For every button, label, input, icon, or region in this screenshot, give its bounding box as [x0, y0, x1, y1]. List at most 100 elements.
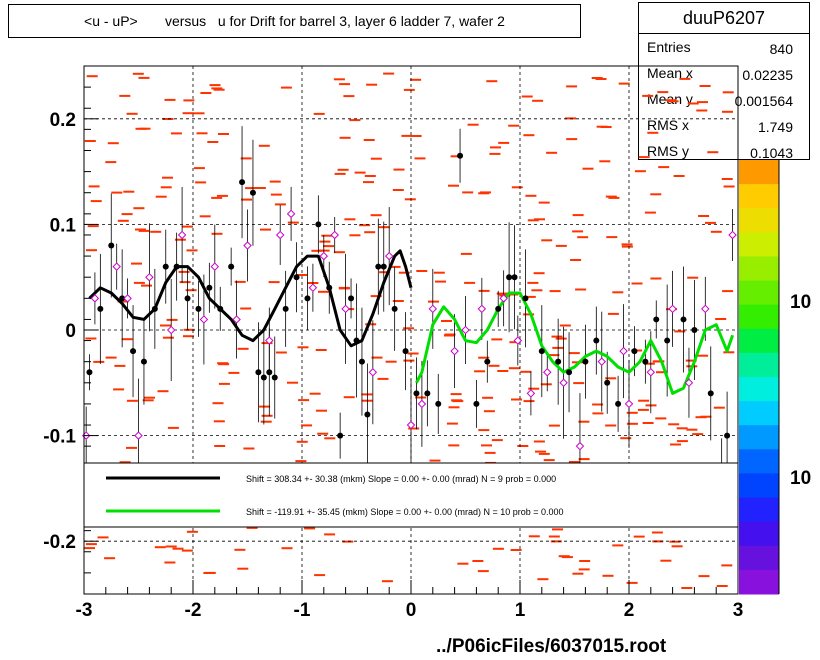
background-cell [234, 548, 246, 551]
background-cell [318, 290, 329, 293]
background-cell [185, 289, 197, 292]
background-cell [538, 452, 550, 455]
data-point-open [134, 431, 143, 440]
background-cell [517, 445, 529, 447]
background-cell [722, 110, 733, 113]
color-palette [739, 160, 780, 595]
background-cell [339, 136, 351, 139]
background-cell [490, 146, 501, 149]
background-cell [196, 132, 208, 135]
background-cell [533, 272, 545, 275]
background-cell [575, 288, 587, 291]
background-cell [364, 231, 376, 234]
background-cell [498, 141, 510, 144]
background-cell [144, 396, 155, 399]
data-point [326, 284, 333, 291]
data-point [724, 432, 731, 439]
background-cell [363, 181, 374, 184]
background-cell [721, 564, 733, 567]
background-cell [349, 234, 361, 237]
legend-text-black: Shift = 308.34 +- 30.38 (mkm) Slope = 0.… [246, 474, 556, 484]
background-cell [209, 84, 221, 87]
background-cell [254, 187, 266, 189]
background-cell [472, 560, 484, 562]
data-point [413, 390, 420, 397]
background-cell [429, 459, 441, 462]
data-point-open [499, 294, 508, 303]
background-cell [164, 98, 176, 101]
background-cell [269, 180, 281, 183]
data-point [435, 400, 442, 407]
background-cell [183, 99, 195, 102]
background-cell [339, 83, 351, 86]
background-cell [261, 342, 273, 345]
background-cell [338, 287, 350, 290]
background-cell [686, 428, 698, 431]
background-cell [572, 230, 584, 233]
background-cell [86, 75, 98, 78]
background-cell [626, 422, 638, 425]
palette-cell [739, 449, 779, 474]
background-cell [404, 198, 416, 201]
background-cell [211, 87, 223, 90]
background-cell [525, 194, 537, 197]
background-cell [492, 547, 504, 550]
background-cell [324, 533, 336, 536]
background-cell [462, 191, 474, 194]
data-point [108, 242, 115, 249]
background-cell [572, 572, 584, 575]
background-cell [414, 157, 426, 160]
background-cell [117, 300, 129, 303]
background-cell [241, 198, 252, 201]
background-cell [698, 215, 710, 217]
stats-value: 840 [769, 41, 793, 57]
palette-cell [739, 256, 779, 281]
background-cell [705, 221, 716, 224]
background-cell [669, 540, 681, 543]
background-cell [337, 168, 349, 171]
background-cell [155, 195, 167, 198]
stats-box: duuP6207 Entries 840 Mean x 0.02235 Mean y… [638, 2, 810, 161]
background-cell [381, 580, 393, 583]
background-cell [154, 546, 166, 549]
background-cell [398, 271, 410, 274]
background-cell [245, 187, 257, 190]
data-point-open [513, 336, 523, 345]
background-cell [132, 72, 144, 75]
background-cell [644, 211, 656, 214]
data-point [506, 274, 513, 281]
background-cell [435, 280, 446, 283]
background-cell [491, 338, 503, 341]
background-cell [309, 392, 321, 395]
data-point-open [406, 420, 416, 430]
data-point-open [597, 357, 606, 366]
x-tick-label: 0 [406, 600, 417, 621]
background-cell [697, 101, 708, 104]
stats-value: 0.02235 [742, 67, 793, 83]
background-cell [650, 193, 662, 196]
background-cell [605, 377, 617, 380]
background-cell [549, 290, 561, 293]
background-cell [218, 133, 229, 135]
background-cell [172, 547, 184, 550]
background-cell [491, 439, 503, 442]
background-cell [304, 527, 316, 530]
background-cell [88, 185, 100, 188]
stats-row-mean-x: Mean x 0.02235 [639, 60, 809, 86]
palette-cell [739, 473, 779, 498]
background-cell [667, 100, 679, 103]
data-point [86, 369, 93, 376]
background-cell [715, 318, 727, 320]
background-cell [566, 85, 578, 88]
background-cell [687, 102, 699, 105]
background-cell [162, 176, 173, 179]
background-cell [392, 189, 404, 191]
background-cell [342, 540, 354, 543]
background-cell [213, 420, 225, 423]
background-cell [105, 356, 117, 359]
background-cell [131, 262, 142, 265]
background-cell [138, 76, 150, 79]
background-cell [126, 112, 138, 115]
background-cell [415, 396, 427, 399]
data-point-open [308, 283, 318, 293]
